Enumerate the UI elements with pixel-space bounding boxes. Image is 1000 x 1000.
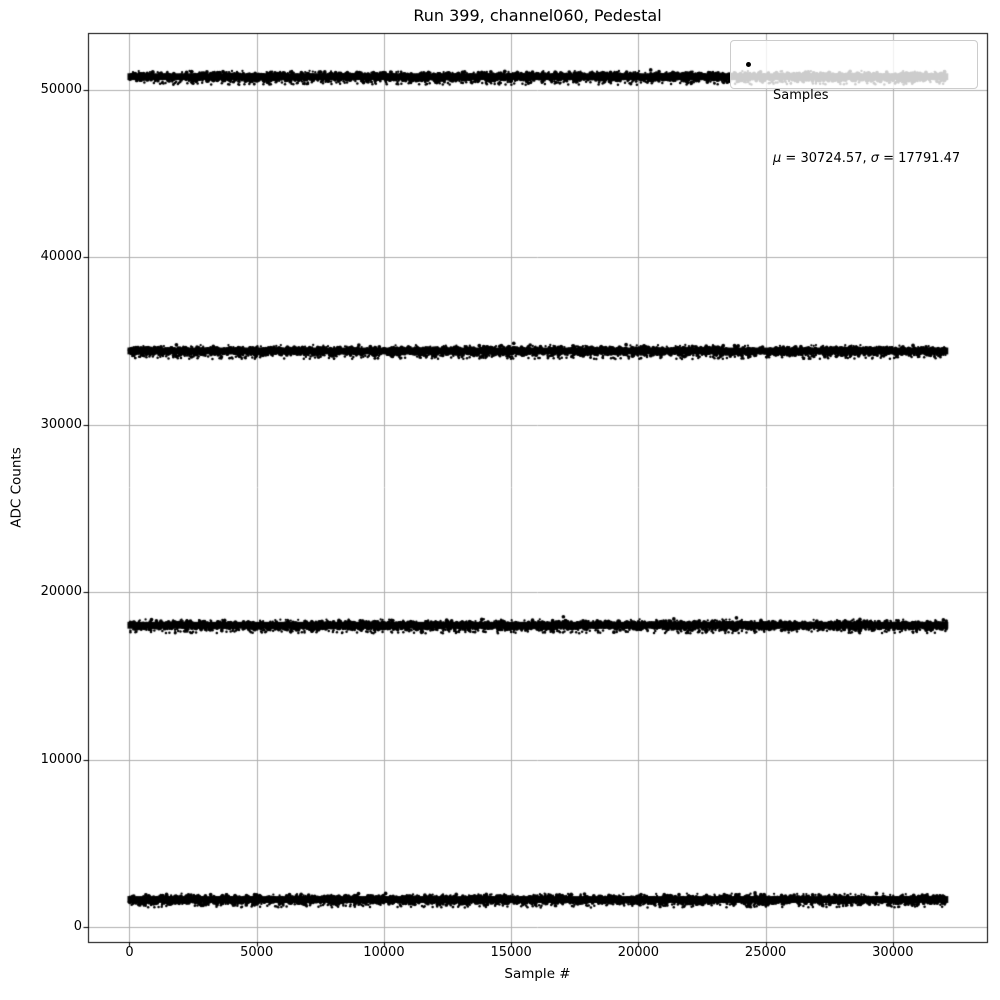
x-tick-label: 10000 xyxy=(363,945,405,960)
y-tick-label: 10000 xyxy=(40,751,82,767)
x-tick-label: 25000 xyxy=(744,945,787,960)
x-tick-label: 30000 xyxy=(872,945,914,960)
x-tick-label: 0 xyxy=(125,945,134,960)
x-tick-label: 15000 xyxy=(490,945,532,960)
legend: Samples μ = 30724.57, σ = 17791.47 xyxy=(730,40,978,166)
sigma-value: = 17791.47 xyxy=(878,151,961,166)
legend-text: Samples μ = 30724.57, σ = 17791.47 xyxy=(773,43,960,211)
legend-stats-label: μ = 30724.57, σ = 17791.47 xyxy=(773,148,960,169)
x-tick-label: 5000 xyxy=(240,945,274,960)
x-tick-label: 20000 xyxy=(617,945,660,960)
scatter-dot-icon xyxy=(746,62,751,67)
y-tick-label: 30000 xyxy=(40,416,82,432)
mu-value: = 30724.57, xyxy=(781,151,871,166)
chart-title: Run 399, channel060, Pedestal xyxy=(413,6,662,25)
x-axis-label: Sample # xyxy=(504,966,571,982)
mu-symbol: μ xyxy=(773,151,782,166)
y-tick-label: 40000 xyxy=(40,249,82,265)
y-tick-label: 0 xyxy=(73,918,82,934)
y-tick-label: 20000 xyxy=(40,584,82,600)
legend-series-label: Samples xyxy=(773,88,829,103)
sigma-symbol: σ xyxy=(870,151,879,166)
y-tick-label: 50000 xyxy=(40,81,82,97)
